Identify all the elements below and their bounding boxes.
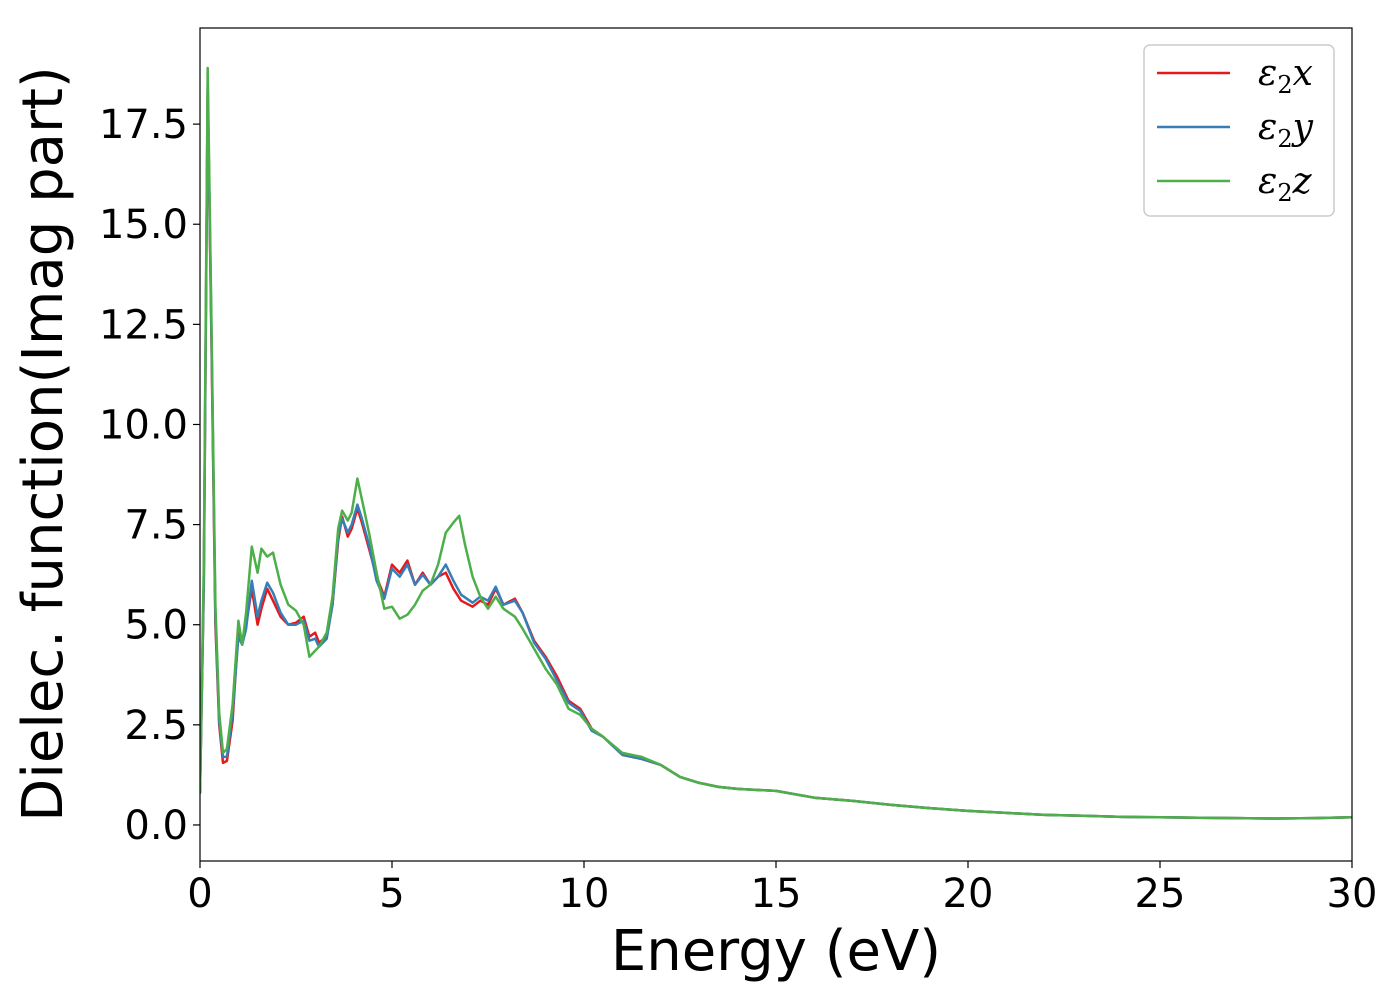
y-tick-label: 5.0: [124, 603, 188, 649]
x-tick-label: 15: [751, 871, 802, 917]
x-tick-label: 0: [187, 871, 212, 917]
y-tick-label: 10.0: [99, 402, 188, 448]
y-tick-label: 7.5: [124, 503, 188, 549]
series-layer: [200, 66, 1352, 820]
y-tick-label: 0.0: [124, 803, 188, 849]
legend-label-z: ε2z: [1258, 161, 1313, 207]
legend: ε2x ε2y ε2z: [1143, 44, 1335, 217]
legend-label-y: ε2y: [1258, 107, 1314, 153]
legend-frame: [1143, 44, 1335, 217]
x-tick-label: 30: [1327, 871, 1378, 917]
y-axis: 0.0 2.5 5.0 7.5 10.0 12.5 15.0 17.5: [99, 102, 200, 849]
y-tick-label: 15.0: [99, 202, 188, 248]
y-tick-label: 12.5: [99, 302, 188, 348]
x-tick-label: 25: [1135, 871, 1186, 917]
x-tick-label: 20: [943, 871, 994, 917]
series-line-z: [200, 66, 1352, 820]
y-tick-label: 17.5: [99, 102, 188, 148]
x-axis-title: Energy (eV): [611, 919, 941, 984]
x-tick-label: 10: [559, 871, 610, 917]
x-tick-label: 5: [379, 871, 404, 917]
y-axis-title: Dielec. function(Imag part): [11, 66, 76, 822]
y-tick-label: 2.5: [124, 703, 188, 749]
x-axis: 0 5 10 15 20 25 30: [187, 861, 1377, 917]
legend-label-x: ε2x: [1258, 53, 1313, 99]
